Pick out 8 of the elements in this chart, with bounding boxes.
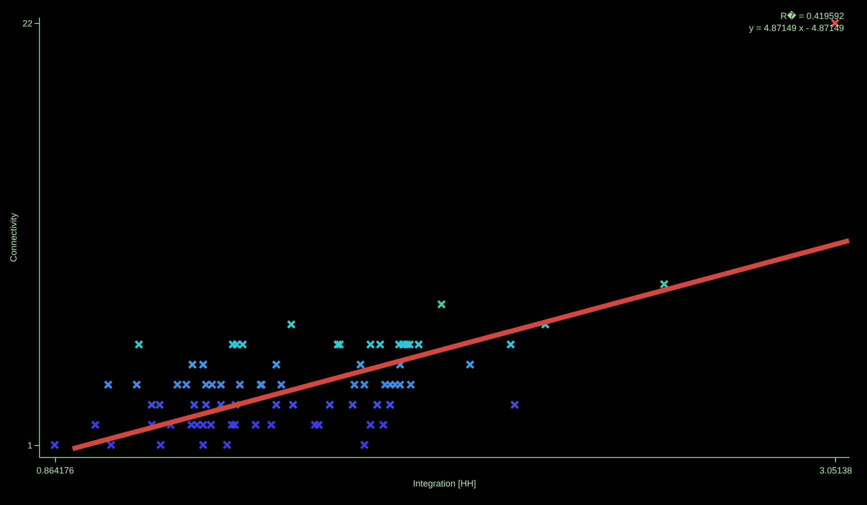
x-tick-label: 3.05138 bbox=[819, 466, 852, 476]
y-tick-label: 22 bbox=[22, 18, 32, 29]
y-tick-label: 1 bbox=[27, 440, 32, 450]
x-tick-label: 0.864176 bbox=[36, 466, 74, 476]
y-axis-title: Connectivity bbox=[8, 212, 18, 262]
annotation: R� = 0.419592 bbox=[780, 10, 844, 21]
annotation: y = 4.87149 x - 4.87149 bbox=[749, 23, 844, 33]
x-axis-title: Integration [HH] bbox=[412, 478, 476, 488]
